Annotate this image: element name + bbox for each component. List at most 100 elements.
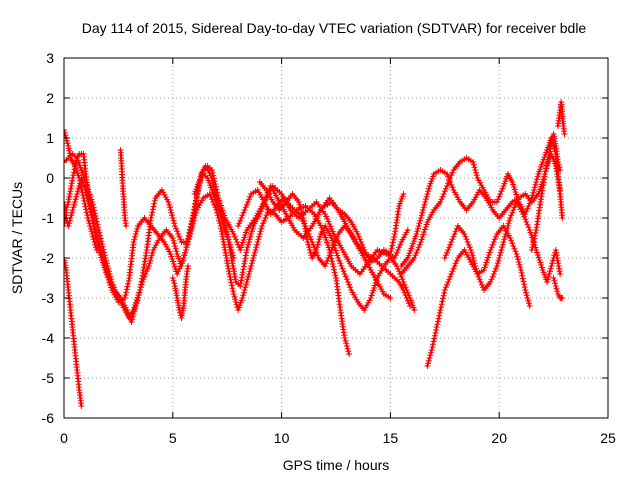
data-point <box>446 185 448 187</box>
data-point <box>65 269 67 271</box>
data-point <box>498 217 500 219</box>
data-point <box>67 289 69 291</box>
data-point <box>291 193 294 195</box>
data-point <box>562 125 564 127</box>
data-point <box>193 193 196 195</box>
data-point <box>257 189 259 191</box>
data-point <box>548 153 550 155</box>
data-point <box>69 157 72 159</box>
data-point <box>544 173 546 175</box>
x-axis-label: GPS time / hours <box>283 457 390 473</box>
data-point <box>137 225 139 227</box>
data-point <box>315 201 318 203</box>
data-point <box>413 257 415 259</box>
data-point <box>489 201 492 203</box>
x-tick-label: 15 <box>383 430 399 446</box>
data-point <box>420 217 422 219</box>
series-s3 <box>64 175 353 357</box>
data-point <box>433 209 435 211</box>
data-point <box>125 225 127 227</box>
data-point <box>535 249 537 251</box>
data-point <box>331 201 333 203</box>
data-point <box>246 229 248 231</box>
plus-markers <box>64 175 353 357</box>
data-point <box>174 285 176 287</box>
series-s5 <box>64 255 85 409</box>
data-point <box>376 257 378 259</box>
data-point <box>130 321 133 323</box>
data-point <box>196 209 198 211</box>
data-point <box>502 241 505 243</box>
data-point <box>270 213 272 215</box>
data-point <box>396 265 398 267</box>
data-point <box>302 237 304 239</box>
data-point <box>328 197 331 199</box>
data-point <box>96 249 98 251</box>
data-point <box>220 213 222 215</box>
data-point <box>311 257 313 259</box>
y-tick-label: -5 <box>42 370 55 386</box>
data-point <box>472 201 474 203</box>
data-point <box>202 173 204 175</box>
data-point <box>298 217 300 219</box>
data-point <box>104 257 106 259</box>
data-point <box>263 201 265 203</box>
series-s7 <box>169 263 191 321</box>
data-point <box>389 257 391 259</box>
data-point <box>172 237 174 239</box>
data-point <box>363 249 365 251</box>
data-point <box>509 237 511 239</box>
data-point <box>415 233 418 235</box>
data-point <box>220 225 222 227</box>
data-point <box>289 205 291 207</box>
data-point <box>524 193 526 195</box>
data-point <box>204 165 207 167</box>
data-point <box>339 309 341 311</box>
data-point <box>259 181 261 183</box>
series-s6 <box>117 147 129 229</box>
data-point <box>285 201 287 203</box>
data-point <box>104 269 106 271</box>
data-point <box>463 249 465 251</box>
data-point <box>507 173 509 175</box>
data-point <box>400 241 402 243</box>
data-point <box>320 233 322 235</box>
data-point <box>315 249 318 251</box>
data-point <box>265 197 267 199</box>
data-point <box>398 281 400 283</box>
data-point <box>546 281 548 283</box>
data-point <box>529 229 531 231</box>
data-point <box>174 225 176 227</box>
data-point <box>176 253 178 255</box>
data-point <box>119 149 122 151</box>
data-point <box>350 289 352 291</box>
data-point <box>117 301 119 303</box>
data-point <box>85 189 87 191</box>
data-point <box>550 265 553 267</box>
y-tick-label: 1 <box>46 130 54 146</box>
data-point <box>428 185 431 187</box>
data-point <box>265 189 267 191</box>
data-point <box>555 249 557 251</box>
plus-markers <box>64 255 85 409</box>
data-point <box>524 289 526 291</box>
data-point <box>563 133 566 135</box>
data-point <box>489 281 492 283</box>
data-point <box>439 309 442 311</box>
data-point <box>542 161 544 163</box>
data-point <box>389 253 391 255</box>
data-point <box>359 273 361 275</box>
data-point <box>435 329 437 331</box>
data-point <box>394 257 396 259</box>
data-point <box>285 213 287 215</box>
data-point <box>311 225 313 227</box>
series-s16 <box>550 275 566 301</box>
data-point <box>298 213 300 215</box>
data-point <box>426 365 428 367</box>
data-point <box>211 189 213 191</box>
data-point <box>560 101 562 103</box>
data-point <box>553 277 555 279</box>
data-point <box>496 265 498 267</box>
data-point <box>248 273 250 275</box>
data-point <box>121 165 123 167</box>
